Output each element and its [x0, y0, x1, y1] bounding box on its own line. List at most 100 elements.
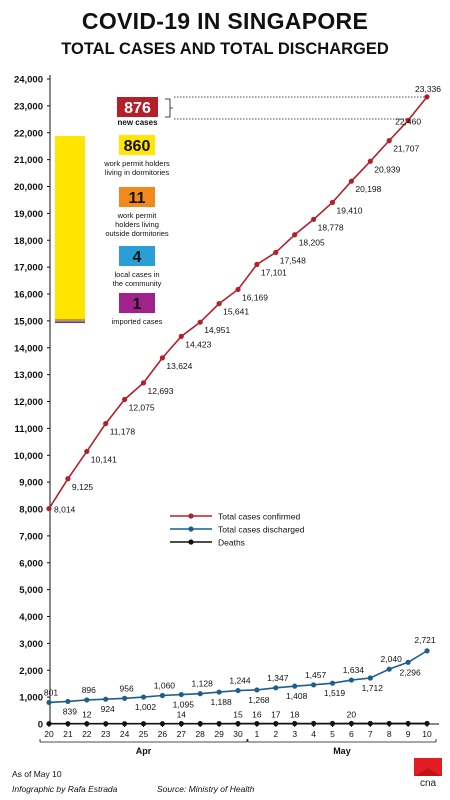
series-point-1 — [46, 699, 52, 706]
deaths-value-label: 15 — [233, 710, 243, 720]
y-tick-label: 9,000 — [19, 478, 43, 489]
breakdown-value: 11 — [129, 190, 146, 207]
breakdown-box — [119, 187, 155, 207]
chart-legend: Total cases confirmed Total cases dischar… — [170, 512, 305, 548]
deaths-value-label: 14 — [177, 710, 187, 720]
series-point-2 — [311, 720, 317, 727]
series-point-0 — [235, 286, 241, 293]
series-point-2 — [235, 720, 241, 727]
series-point-0 — [386, 138, 392, 144]
series-point-2 — [140, 721, 147, 727]
y-tick-label: 23,000 — [14, 101, 43, 112]
legend-label: Deaths — [218, 538, 245, 548]
y-tick-label: 7,000 — [19, 531, 43, 542]
breakdown-label: local cases in the community — [113, 270, 162, 288]
chart-axes: 0 1,000 2,000 3,000 4,000 5,000 6,000 7,000 8,00… — [14, 75, 439, 756]
confirmed-value-label: 9,125 — [72, 482, 94, 492]
month-label: Apr — [136, 746, 152, 756]
y-tick-label: 4,000 — [19, 612, 43, 623]
discharged-value-label: 1,268 — [248, 695, 270, 705]
x-tick-label: 25 — [139, 729, 149, 739]
series-point-2 — [405, 720, 411, 727]
breakdown-label: work permit holders living outside dormito… — [105, 211, 169, 238]
discharged-value-label: 1,457 — [305, 670, 327, 680]
y-tick-label: 13,000 — [14, 370, 43, 381]
confirmed-value-label: 20,939 — [374, 164, 400, 174]
credit-prefix: Infographic by — [12, 784, 66, 794]
y-tick-label: 2,000 — [19, 666, 43, 677]
y-tick-label: 17,000 — [14, 263, 43, 274]
series-point-2 — [386, 720, 392, 727]
breakdown-value: 4 — [133, 249, 142, 266]
discharged-value-label: 1,060 — [154, 681, 176, 691]
breakdown-label: work permit holders living in dormitories — [103, 159, 170, 177]
discharged-value-label: 1,408 — [286, 691, 308, 701]
y-tick-label: 20,000 — [14, 182, 43, 193]
series-point-2 — [216, 721, 222, 727]
breakdown-value: 1 — [133, 296, 142, 313]
confirmed-value-label: 14,951 — [204, 325, 230, 335]
series-lines — [46, 94, 430, 727]
series-point-1 — [424, 648, 430, 654]
series-point-1 — [122, 695, 128, 701]
series-point-0 — [273, 249, 279, 255]
breakdown-value: 860 — [124, 138, 151, 155]
series-point-1 — [216, 689, 222, 695]
discharged-value-label: 839 — [63, 706, 77, 716]
series-point-1 — [159, 692, 165, 699]
confirmed-value-label: 13,624 — [166, 361, 192, 371]
confirmed-value-label: 11,178 — [110, 427, 136, 437]
deaths-value-label: 17 — [271, 710, 281, 720]
x-tick-label: 10 — [422, 729, 432, 739]
x-tick-label: 22 — [82, 729, 92, 739]
x-tick-label: 3 — [292, 729, 297, 739]
y-tick-label: 0 — [38, 720, 43, 731]
x-tick-label: 29 — [214, 729, 224, 739]
x-tick-label: 23 — [101, 729, 111, 739]
x-tick-label: 5 — [330, 729, 335, 739]
breakdown-label: imported cases — [112, 317, 163, 326]
series-point-1 — [178, 691, 184, 698]
series-point-2 — [84, 721, 90, 727]
confirmed-value-label: 8,014 — [54, 505, 76, 515]
legend-label: Total cases discharged — [218, 525, 305, 535]
discharged-value-label: 1,244 — [229, 676, 251, 686]
y-tick-label: 1,000 — [19, 693, 43, 704]
series-point-0 — [367, 158, 373, 164]
series-point-2 — [178, 721, 184, 727]
x-tick-label: 26 — [158, 729, 168, 739]
series-point-0 — [254, 261, 260, 268]
discharged-value-label: 2,296 — [399, 667, 421, 677]
breakdown-box — [119, 135, 155, 155]
page-title: COVID-19 IN SINGAPORE — [81, 8, 369, 34]
y-tick-label: 12,000 — [14, 397, 43, 408]
new-cases-bracket — [165, 98, 173, 118]
series-point-2 — [46, 721, 52, 727]
credit-name: Rafa Estrada — [67, 784, 118, 794]
point-labels: 8,014 9,125 10,141 11,178 12,075 12,693 13,624… — [44, 84, 441, 720]
discharged-value-label: 1,095 — [173, 700, 195, 710]
series-point-1 — [235, 687, 241, 694]
y-tick-label: 14,000 — [14, 343, 43, 354]
page-subtitle: TOTAL CASES AND TOTAL DISCHARGED — [61, 40, 389, 58]
series-point-1 — [273, 685, 279, 691]
confirmed-value-label: 17,101 — [261, 267, 287, 277]
x-tick-label: 9 — [406, 729, 411, 739]
x-tick-label: 7 — [368, 729, 373, 739]
confirmed-value-label: 22,460 — [395, 116, 421, 126]
confirmed-value-label: 14,423 — [185, 339, 211, 349]
confirmed-value-label: 16,169 — [242, 292, 268, 302]
x-tick-label: 2 — [273, 729, 278, 739]
x-tick-label: 30 — [233, 729, 243, 739]
series-point-1 — [311, 682, 317, 688]
stack-bar-dorm — [55, 136, 85, 319]
discharged-value-label: 2,721 — [414, 635, 436, 645]
confirmed-value-label: 12,075 — [129, 402, 155, 412]
confirmed-value-label: 18,778 — [318, 222, 344, 232]
series-point-0 — [329, 199, 336, 205]
credit: Infographic by Rafa Estrada — [12, 784, 117, 794]
series-point-0 — [159, 355, 165, 361]
series-point-1 — [197, 691, 203, 697]
source-note: Source: Ministry of Health — [157, 784, 254, 794]
series-point-0 — [84, 448, 90, 455]
